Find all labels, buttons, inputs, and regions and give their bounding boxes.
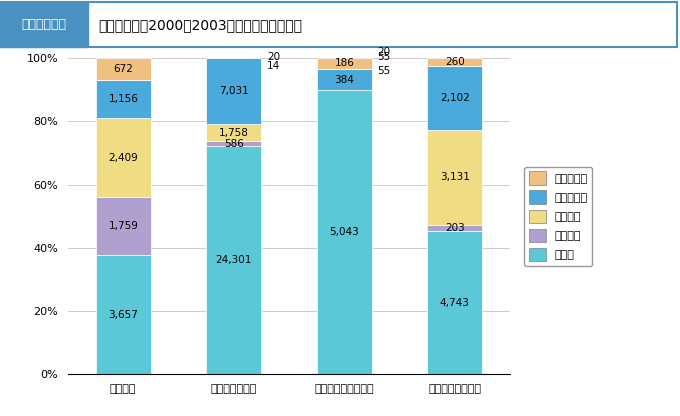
Bar — [206, 141, 261, 146]
Text: 1,758: 1,758 — [219, 128, 249, 138]
Text: 地域別に見た2000〜2003年の世界の自然災害: 地域別に見た2000〜2003年の世界の自然災害 — [99, 18, 303, 32]
Legend: オセアニア, ヨーロッパ, アメリカ, アフリカ, アジア: オセアニア, ヨーロッパ, アメリカ, アフリカ, アジア — [524, 167, 592, 266]
Text: 3,657: 3,657 — [108, 310, 138, 319]
Text: 2,409: 2,409 — [108, 153, 138, 163]
Text: 1,156: 1,156 — [108, 94, 138, 104]
Bar — [317, 90, 372, 374]
Text: 7,031: 7,031 — [219, 87, 249, 97]
Text: 260: 260 — [445, 57, 464, 67]
Text: 3,131: 3,131 — [440, 172, 470, 182]
Bar — [96, 118, 151, 197]
Text: 203: 203 — [445, 223, 464, 233]
Text: 55: 55 — [377, 52, 390, 62]
FancyBboxPatch shape — [0, 2, 88, 47]
Text: 図４－１－２: 図４－１－２ — [22, 18, 67, 32]
Text: 24,301: 24,301 — [216, 255, 252, 265]
Text: 586: 586 — [224, 139, 243, 149]
Text: 2,102: 2,102 — [440, 93, 470, 103]
Text: 14: 14 — [267, 62, 280, 72]
Bar — [96, 58, 151, 80]
Text: 672: 672 — [114, 64, 133, 74]
Bar — [427, 130, 482, 225]
Bar — [317, 58, 372, 69]
Text: 186: 186 — [335, 59, 354, 69]
Text: 55: 55 — [377, 66, 390, 76]
Bar — [427, 225, 482, 231]
Text: 384: 384 — [335, 74, 354, 84]
Text: 1,759: 1,759 — [108, 221, 138, 231]
Bar — [427, 58, 482, 66]
Bar — [206, 146, 261, 374]
Text: 20: 20 — [267, 52, 280, 62]
Text: 4,743: 4,743 — [440, 297, 470, 307]
Bar — [96, 255, 151, 374]
Bar — [427, 231, 482, 374]
Bar — [317, 69, 372, 90]
Bar — [96, 197, 151, 255]
Text: 20: 20 — [377, 47, 390, 57]
Bar — [206, 124, 261, 141]
Text: 5,043: 5,043 — [329, 228, 359, 238]
Bar — [96, 80, 151, 118]
Bar — [427, 66, 482, 130]
Bar — [206, 58, 261, 124]
